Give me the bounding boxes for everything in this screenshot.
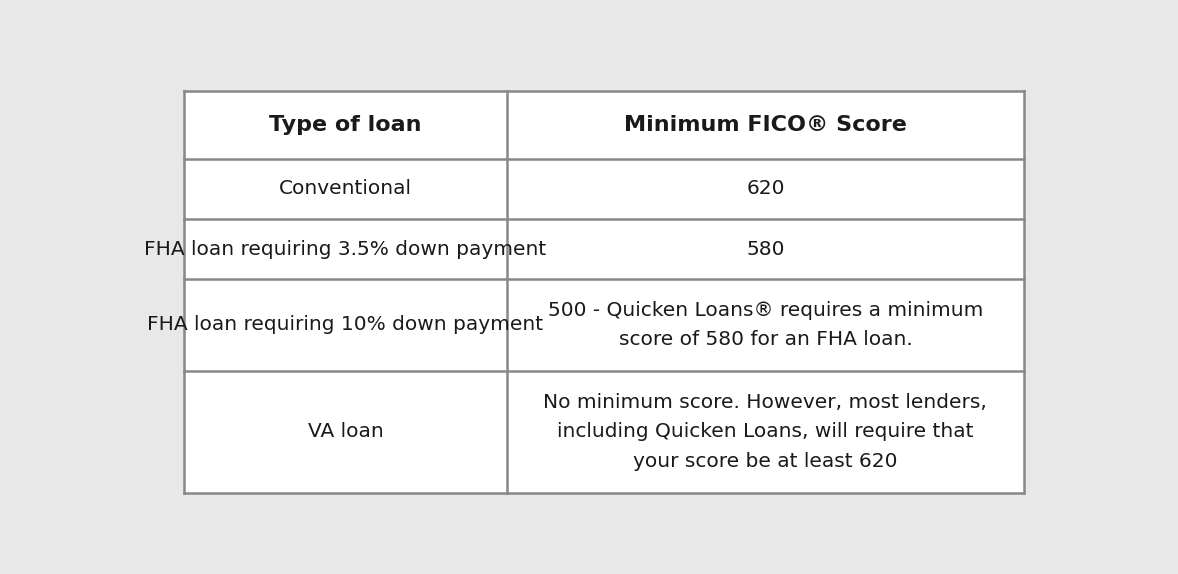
Text: Type of loan: Type of loan [270, 115, 422, 135]
Text: FHA loan requiring 3.5% down payment: FHA loan requiring 3.5% down payment [145, 239, 547, 259]
Text: 500 - Quicken Loans® requires a minimum
score of 580 for an FHA loan.: 500 - Quicken Loans® requires a minimum … [548, 301, 984, 349]
Text: No minimum score. However, most lenders,
including Quicken Loans, will require t: No minimum score. However, most lenders,… [543, 393, 987, 471]
Text: VA loan: VA loan [307, 422, 383, 441]
Text: 620: 620 [746, 179, 785, 198]
Text: 580: 580 [746, 239, 785, 259]
Text: FHA loan requiring 10% down payment: FHA loan requiring 10% down payment [147, 316, 543, 335]
Text: Conventional: Conventional [279, 179, 412, 198]
Text: Minimum FICO® Score: Minimum FICO® Score [624, 115, 907, 135]
